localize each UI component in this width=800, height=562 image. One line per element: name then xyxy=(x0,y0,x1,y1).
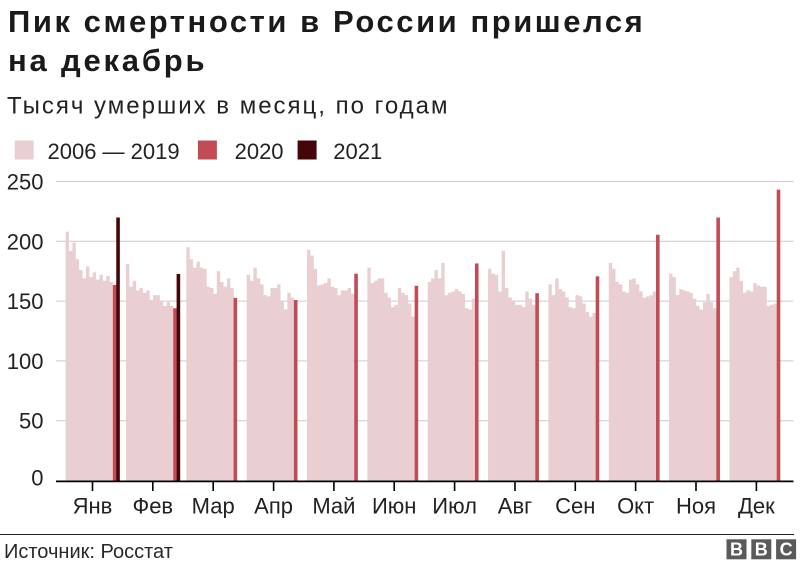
svg-text:Ноя: Ноя xyxy=(676,494,716,519)
svg-text:100: 100 xyxy=(7,349,44,374)
svg-text:Май: Май xyxy=(312,494,355,519)
svg-text:на декабрь: на декабрь xyxy=(8,43,207,78)
svg-text:Фев: Фев xyxy=(132,494,173,519)
svg-text:0: 0 xyxy=(31,466,43,491)
svg-text:Окт: Окт xyxy=(617,494,654,519)
svg-text:Июл: Июл xyxy=(432,494,477,519)
svg-text:Июн: Июн xyxy=(372,494,416,519)
svg-text:Пик смертности в России пришел: Пик смертности в России пришелся xyxy=(8,4,645,39)
svg-text:Янв: Янв xyxy=(73,494,113,519)
svg-text:2020: 2020 xyxy=(235,139,284,164)
svg-text:B: B xyxy=(755,539,768,559)
svg-text:250: 250 xyxy=(7,170,44,195)
svg-text:C: C xyxy=(780,539,793,559)
svg-text:2006 — 2019: 2006 — 2019 xyxy=(48,139,180,164)
svg-text:Апр: Апр xyxy=(254,494,293,519)
svg-text:Сен: Сен xyxy=(555,494,595,519)
svg-text:Дек: Дек xyxy=(738,494,775,519)
svg-text:Источник: Росстат: Источник: Росстат xyxy=(4,541,173,562)
svg-text:200: 200 xyxy=(7,229,44,254)
svg-text:50: 50 xyxy=(19,409,43,434)
svg-text:2021: 2021 xyxy=(333,139,382,164)
svg-text:Авг: Авг xyxy=(498,494,532,519)
svg-text:B: B xyxy=(730,539,743,559)
svg-text:Мар: Мар xyxy=(192,494,235,519)
svg-text:Тысяч умерших в месяц, по года: Тысяч умерших в месяц, по годам xyxy=(7,93,450,120)
svg-text:150: 150 xyxy=(7,289,44,314)
